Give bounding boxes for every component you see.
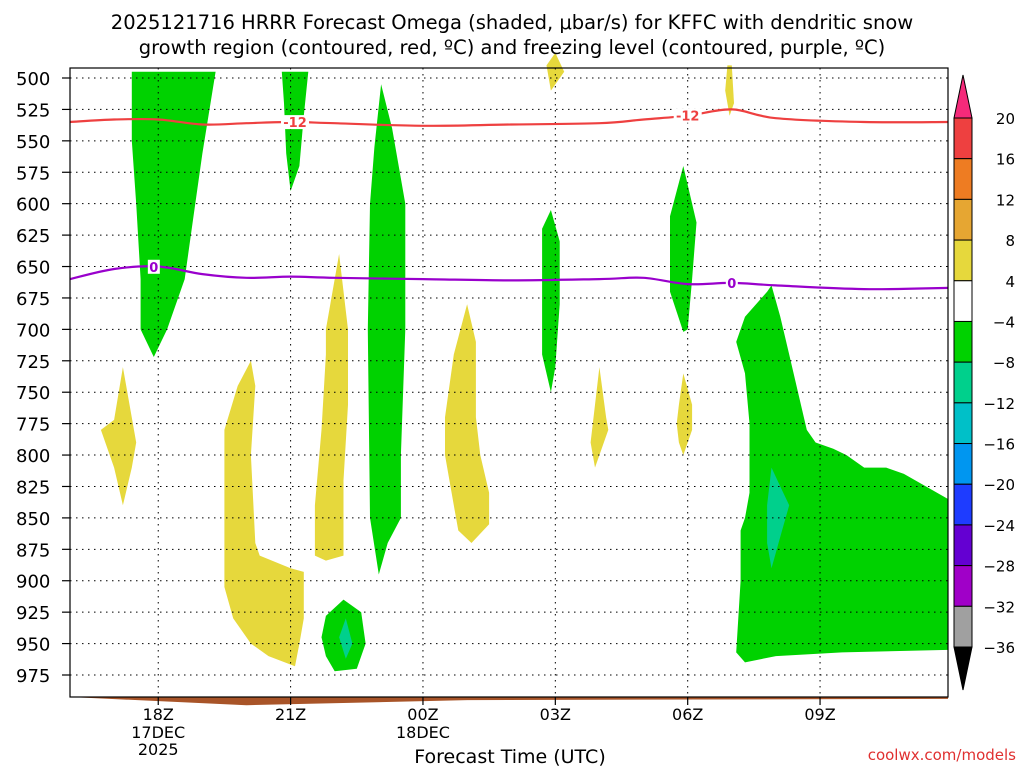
chart-title-line1: 2025121716 HRRR Forecast Omega (shaded, … — [111, 11, 913, 34]
colorbar-label: −16 — [983, 436, 1015, 454]
y-tick-label: 850 — [16, 509, 50, 530]
y-tick-label: 725 — [16, 352, 50, 373]
colorbar-swatch — [953, 280, 973, 322]
contour-dendritic-minus12 — [69, 108, 949, 127]
contour-label: -12 — [676, 110, 700, 125]
y-tick-label: 600 — [16, 195, 50, 216]
omega-region-11 — [546, 52, 565, 91]
colorbar-label: 8 — [1005, 232, 1015, 250]
source-footer: coolwx.com/models — [868, 746, 1016, 764]
y-tick-label: 550 — [16, 132, 50, 153]
x-axis-label: Forecast Time (UTC) — [414, 746, 605, 768]
y-tick-label: 525 — [16, 100, 50, 121]
colorbar-bottom-triangle — [953, 646, 973, 691]
colorbar-swatch — [953, 402, 973, 445]
y-tick-label: 775 — [16, 415, 50, 436]
x-tick-label: 03Z — [540, 705, 571, 724]
omega-region-1 — [281, 71, 309, 192]
colorbar-label: −28 — [983, 558, 1015, 576]
omega-region-9 — [314, 254, 348, 561]
grid-lines — [70, 68, 948, 697]
colorbar-label: −8 — [993, 354, 1015, 372]
y-tick-label: 800 — [16, 446, 50, 467]
y-tick-label: 750 — [16, 383, 50, 404]
y-tick-label: 900 — [16, 572, 50, 593]
y-tick-label: 650 — [16, 258, 50, 279]
omega-region-8 — [224, 360, 304, 667]
contour-label-bg — [673, 108, 702, 123]
colorbar-label: 4 — [1005, 273, 1015, 291]
colorbar-swatch — [953, 117, 973, 160]
colorbar-swatch — [953, 565, 973, 607]
colorbar-label: −20 — [983, 476, 1015, 494]
y-axis-ticks: 500 525 550 575 600 625 650 675 700 725 750 775 800 8… — [16, 69, 70, 687]
chart-title-line2: growth region (contoured, red, ºC) and f… — [139, 36, 886, 59]
omega-shading-layer — [70, 52, 948, 707]
colorbar-label: −32 — [983, 598, 1015, 616]
colorbar: 20 16 12 8 4 −4 −8 −12 −16 −20 −24 −28 −32 −36 — [953, 74, 1015, 691]
y-tick-label: 875 — [16, 540, 50, 561]
x-tick-year: 2025 — [138, 740, 179, 759]
colorbar-swatch — [953, 483, 973, 526]
omega-region-3 — [542, 210, 560, 393]
omega-region-5 — [736, 285, 948, 663]
colorbar-label: 12 — [996, 191, 1015, 209]
contour-label-bg — [147, 259, 160, 274]
y-tick-label: 950 — [16, 635, 50, 656]
y-tick-label: 675 — [16, 289, 50, 310]
x-tick-label: 00Z — [407, 705, 438, 724]
colorbar-label: −12 — [983, 395, 1015, 413]
omega-region-16 — [339, 618, 353, 659]
contour-label-bg — [281, 115, 310, 130]
omega-region-0 — [131, 71, 216, 357]
plot-frame — [69, 67, 949, 698]
contour-label-bg — [725, 275, 738, 290]
contour-freezing-level-0 — [69, 265, 949, 291]
colorbar-label: −36 — [983, 639, 1015, 657]
colorbar-label: −24 — [983, 517, 1015, 535]
colorbar-swatch — [953, 320, 973, 363]
colorbar-label: −4 — [993, 313, 1015, 331]
y-tick-label: 500 — [16, 69, 50, 90]
x-tick-date: 18DEC — [396, 723, 450, 742]
contour-lines: -12 -12 0 0 — [69, 108, 949, 292]
contour-label: 0 — [149, 261, 158, 276]
omega-region-2 — [367, 84, 406, 575]
colorbar-swatch — [953, 158, 973, 200]
colorbar-swatch — [953, 443, 973, 485]
terrain-strip — [70, 697, 948, 707]
x-tick-label: 09Z — [804, 705, 835, 724]
omega-region-13 — [676, 373, 693, 456]
omega-region-12 — [590, 367, 609, 468]
colorbar-swatch — [953, 239, 973, 282]
x-tick-date: 17DEC — [131, 723, 185, 742]
colorbar-top-triangle — [953, 74, 973, 119]
y-tick-label: 825 — [16, 477, 50, 498]
colorbar-label: 16 — [996, 151, 1015, 169]
colorbar-swatch — [953, 198, 973, 241]
contour-label: -12 — [283, 116, 307, 131]
colorbar-swatch — [953, 361, 973, 404]
omega-region-14 — [725, 65, 734, 116]
omega-region-7 — [100, 367, 137, 506]
colorbar-swatch — [953, 524, 973, 567]
y-tick-label: 700 — [16, 320, 50, 341]
colorbar-label: 20 — [996, 110, 1015, 128]
y-tick-label: 625 — [16, 226, 50, 247]
omega-region-4 — [670, 166, 697, 332]
x-tick-label: 21Z — [275, 705, 306, 724]
y-tick-label: 575 — [16, 163, 50, 184]
x-tick-label: 06Z — [672, 705, 703, 724]
contour-label: 0 — [727, 277, 736, 292]
y-tick-label: 925 — [16, 603, 50, 624]
colorbar-swatch — [953, 605, 973, 648]
x-tick-label: 18Z — [143, 705, 174, 724]
y-tick-label: 975 — [16, 666, 50, 687]
